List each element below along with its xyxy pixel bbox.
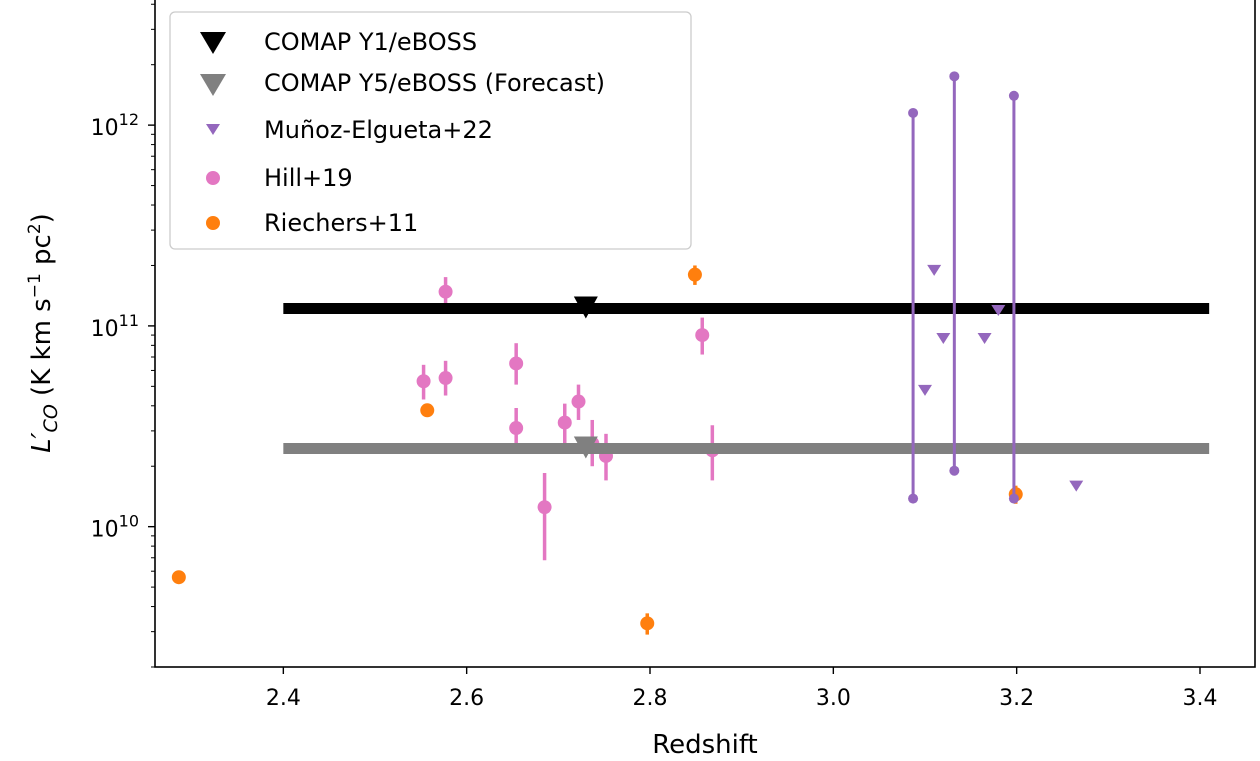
- x-tick-label: 3.2: [999, 686, 1034, 711]
- legend-item-hill: Hill+19: [206, 164, 353, 192]
- riechers-point: [640, 616, 655, 631]
- legend-item-riechers: Riechers+11: [206, 209, 418, 237]
- riechers-point: [171, 570, 186, 585]
- y-axis-label: L′CO (K km s−1 pc2): [25, 213, 62, 453]
- axes-frame: [154, 0, 1256, 668]
- hill-point: [571, 394, 586, 409]
- legend-item-comap-y1: COMAP Y1/eBOSS: [200, 28, 477, 56]
- hill-point: [557, 415, 572, 430]
- munoz-range-bottom: [949, 465, 960, 476]
- legend-marker-comap-y1: [200, 32, 226, 54]
- x-tick-label: 3.0: [816, 686, 851, 711]
- munoz-upper-limit: [927, 264, 942, 276]
- legend-marker-munoz: [206, 124, 220, 135]
- x-tick-label: 2.4: [266, 686, 301, 711]
- legend: COMAP Y1/eBOSS COMAP Y5/eBOSS (Forecast)…: [169, 11, 692, 250]
- munoz-upper-limit: [991, 305, 1006, 317]
- legend-label-hill: Hill+19: [264, 164, 353, 192]
- plot-area: [171, 71, 1210, 635]
- legend-label-comap-y1: COMAP Y1/eBOSS: [264, 28, 477, 56]
- hill-point: [509, 421, 524, 436]
- hill-point: [438, 284, 453, 299]
- hill-point: [438, 371, 453, 386]
- munoz-upper-limit: [977, 333, 992, 345]
- munoz-range-top: [908, 107, 919, 118]
- munoz-upper-limit: [1069, 480, 1084, 492]
- munoz-range-top: [1008, 90, 1019, 101]
- hill-point: [695, 328, 710, 343]
- munoz-range-top: [949, 71, 960, 82]
- comap-limit-marker: [573, 436, 598, 459]
- riechers-point: [687, 267, 702, 282]
- x-axis: 2.4 2.6 2.8 3.0 3.2 3.4: [266, 667, 1218, 711]
- legend-label-riechers: Riechers+11: [264, 209, 418, 237]
- y-axis: 1010 1011 1012: [91, 3, 155, 668]
- munoz-range-bottom: [1008, 493, 1019, 504]
- y-tick-label: 1011: [91, 311, 139, 342]
- riechers-point: [420, 403, 435, 418]
- legend-label-munoz: Muñoz-Elgueta+22: [264, 116, 493, 144]
- legend-item-comap-y5: COMAP Y5/eBOSS (Forecast): [200, 69, 605, 97]
- comap-limit-marker: [573, 296, 598, 319]
- legend-marker-riechers: [206, 216, 220, 230]
- munoz-range-bottom: [908, 493, 919, 504]
- hill-point: [416, 374, 431, 389]
- legend-box: [169, 11, 692, 250]
- x-tick-label: 3.4: [1183, 686, 1218, 711]
- hill-point: [537, 500, 552, 515]
- legend-item-munoz: Muñoz-Elgueta+22: [206, 116, 493, 144]
- legend-marker-hill: [206, 171, 220, 185]
- axes-border: [154, 0, 1256, 668]
- x-axis-label: Redshift: [652, 730, 758, 760]
- y-tick-label: 1010: [91, 512, 139, 543]
- y-tick-label: 1012: [91, 110, 139, 141]
- legend-marker-comap-y5: [200, 74, 226, 96]
- x-tick-label: 2.6: [449, 686, 484, 711]
- x-tick-label: 2.8: [633, 686, 668, 711]
- munoz-upper-limit: [936, 333, 951, 345]
- munoz-upper-limit: [918, 384, 932, 396]
- hill-point: [509, 356, 524, 371]
- legend-label-comap-y5: COMAP Y5/eBOSS (Forecast): [264, 69, 605, 97]
